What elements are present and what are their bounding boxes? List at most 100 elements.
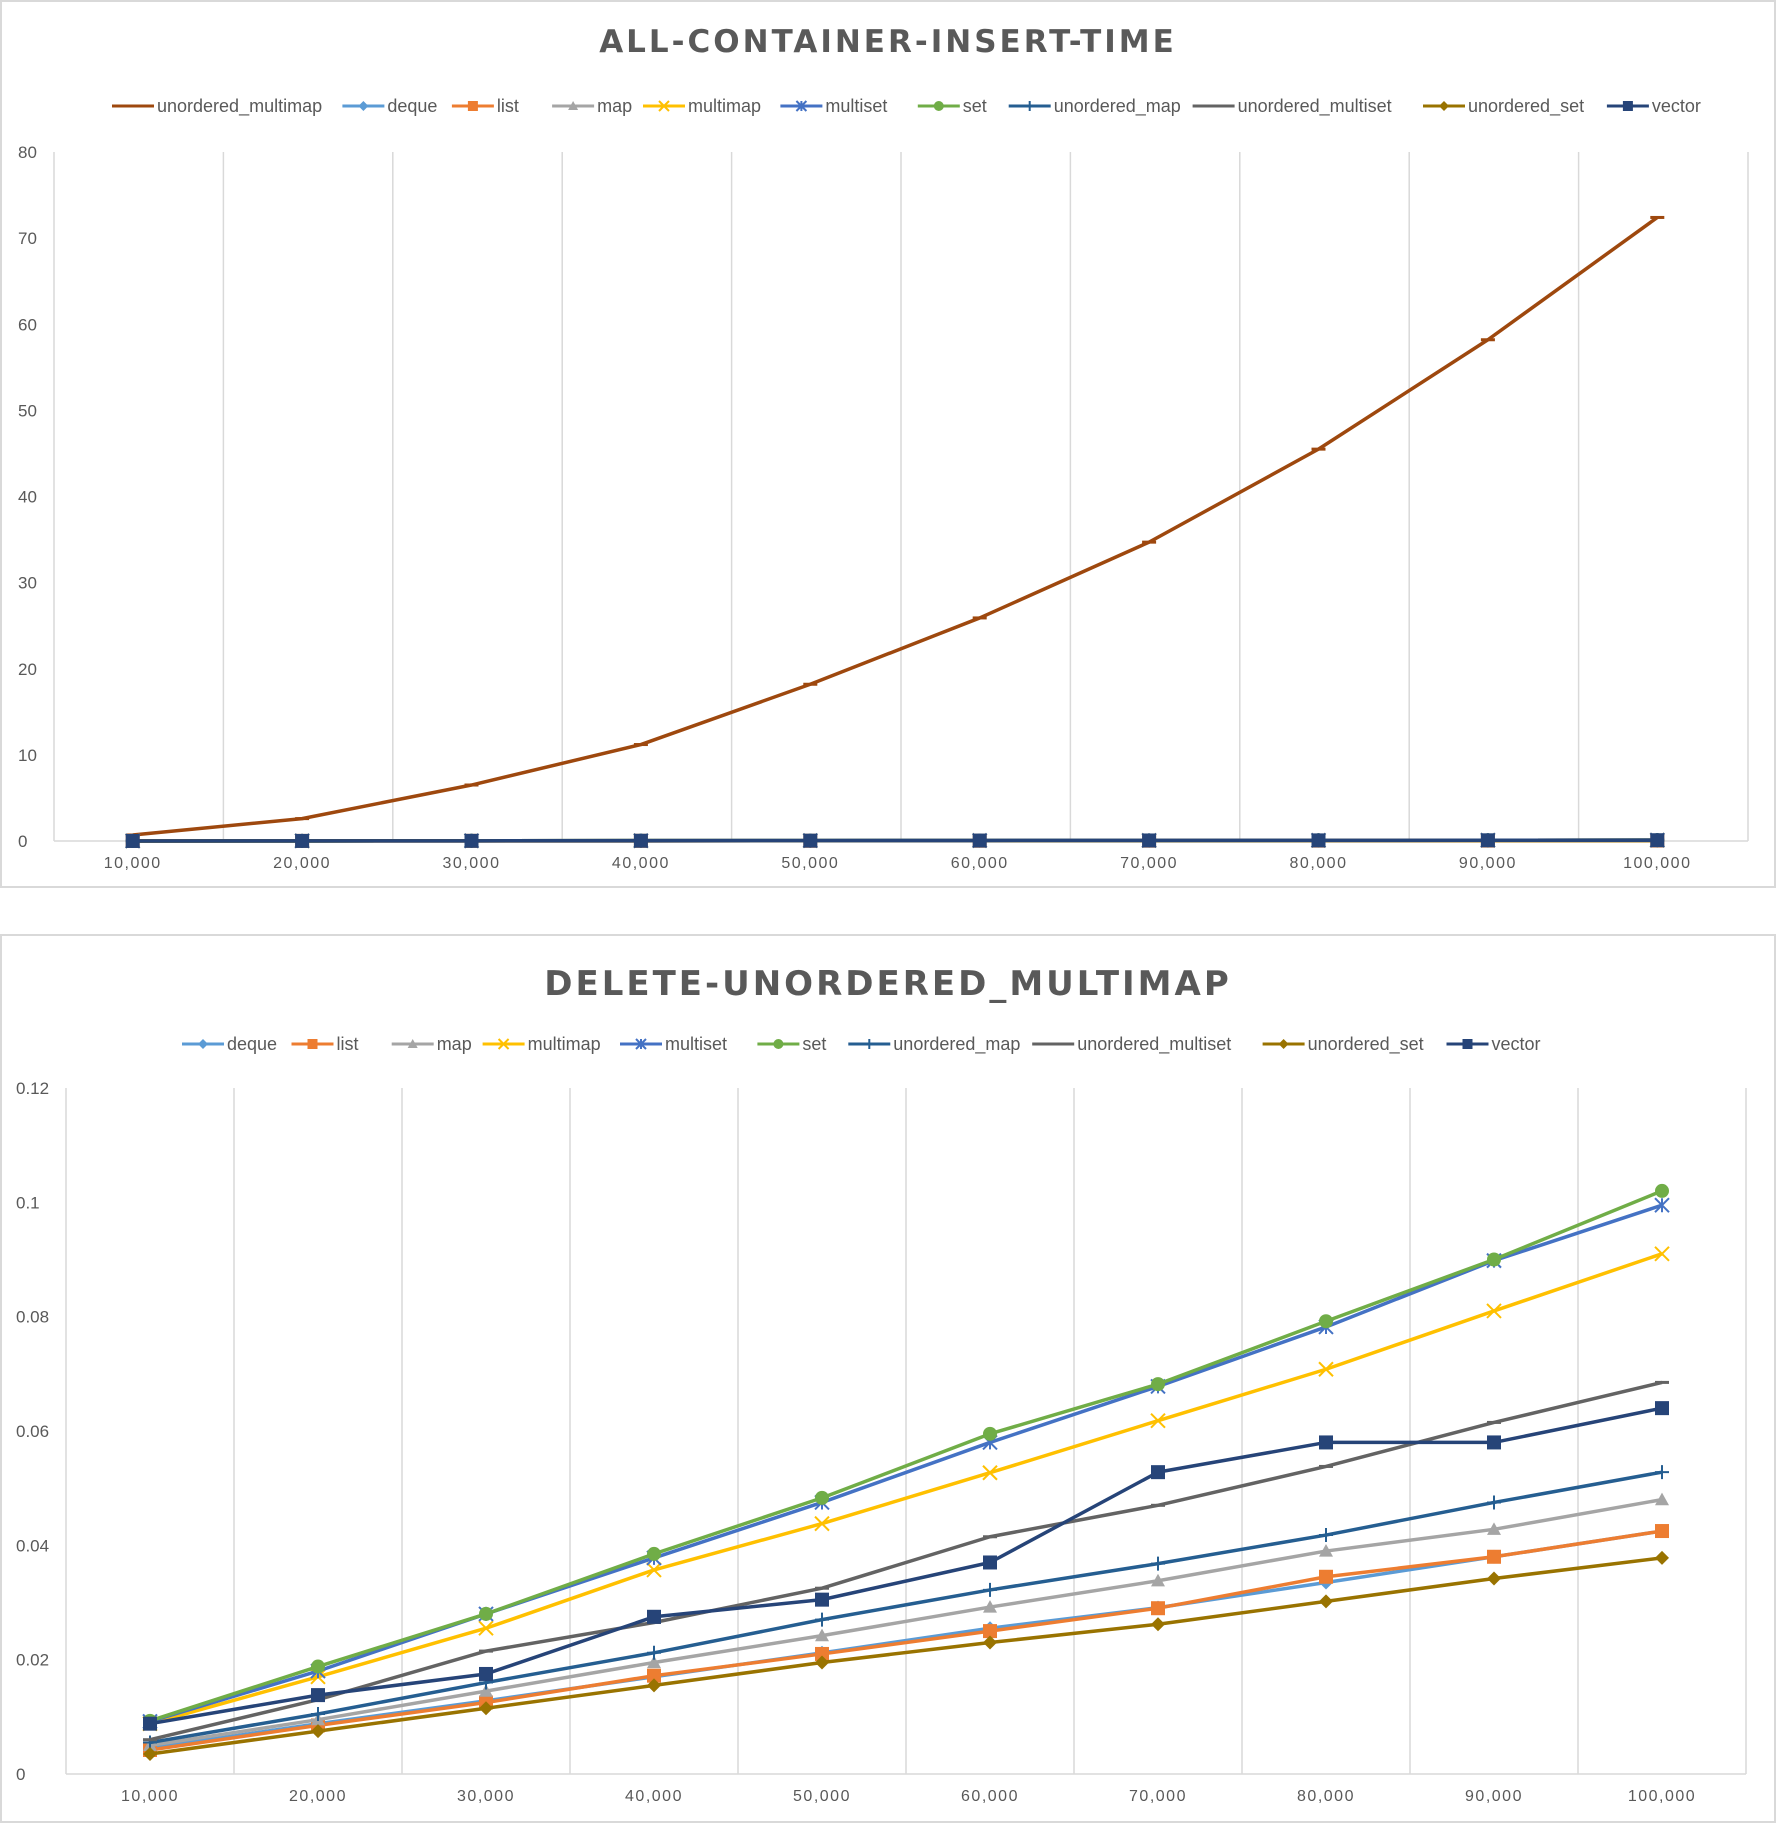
data-point xyxy=(479,1607,493,1621)
data-point xyxy=(1151,1601,1165,1615)
data-point xyxy=(1655,1184,1669,1198)
legend-label: unordered_multimap xyxy=(157,96,322,117)
data-point xyxy=(143,1738,157,1741)
y-tick-label: 10 xyxy=(18,746,37,765)
x-tick-label: 20,000 xyxy=(273,855,331,872)
y-tick-label: 30 xyxy=(18,574,37,593)
data-point xyxy=(1142,541,1156,544)
data-point xyxy=(1487,1550,1501,1564)
x-tick-label: 80,000 xyxy=(1297,1788,1355,1805)
x-tick-label: 10,000 xyxy=(121,1788,179,1805)
data-point xyxy=(479,1667,493,1681)
legend-item-multimap: multimap xyxy=(643,96,761,116)
legend-marker xyxy=(1048,1043,1058,1046)
legend-item-multiset: multiset xyxy=(780,96,887,116)
data-point xyxy=(311,1688,325,1702)
data-point xyxy=(126,834,140,848)
legend-item-deque: deque xyxy=(342,96,437,116)
y-tick-label: 0 xyxy=(16,1765,25,1784)
legend-item-vector: vector xyxy=(1607,96,1701,116)
data-point xyxy=(1655,1465,1669,1479)
legend-marker xyxy=(1439,101,1449,111)
data-point xyxy=(1142,833,1156,847)
x-tick-label: 20,000 xyxy=(289,1788,347,1805)
y-tick-label: 50 xyxy=(18,401,37,420)
legend-item-map: map xyxy=(392,1034,472,1054)
series-line xyxy=(133,217,1658,835)
data-point xyxy=(647,1547,661,1561)
data-point xyxy=(1655,1381,1669,1384)
data-point xyxy=(1481,338,1495,341)
chart-panel-insert: ALL-CONTAINER-INSERT-TIME unordered_mult… xyxy=(0,0,1776,888)
data-point xyxy=(465,834,479,848)
data-point xyxy=(1650,216,1664,219)
data-point xyxy=(479,1650,493,1653)
legend-item-unordered-multiset: unordered_multiset xyxy=(1193,96,1392,117)
data-point xyxy=(815,1491,829,1505)
y-tick-label: 40 xyxy=(18,488,37,507)
x-tick-label: 50,000 xyxy=(793,1788,851,1805)
data-point xyxy=(647,1646,661,1660)
legend-item-multiset: multiset xyxy=(620,1034,727,1054)
data-point xyxy=(983,1427,997,1441)
data-point xyxy=(1151,1465,1165,1479)
y-tick-label: 60 xyxy=(18,315,37,334)
data-point xyxy=(295,817,309,820)
data-point xyxy=(1487,1571,1501,1585)
legend-label: deque xyxy=(387,96,437,116)
y-tick-label: 0.12 xyxy=(16,1079,49,1098)
data-point xyxy=(295,834,309,848)
y-tick-label: 20 xyxy=(18,660,37,679)
legend: unordered_multimap deque list map multimap mu… xyxy=(112,96,1701,117)
data-point xyxy=(1487,1421,1501,1424)
series-unordered-multimap xyxy=(126,216,1665,837)
legend-label: unordered_map xyxy=(893,1034,1020,1055)
legend-marker xyxy=(128,105,138,108)
data-point xyxy=(1319,1465,1333,1468)
data-point xyxy=(1487,1495,1501,1509)
data-point xyxy=(973,834,987,848)
x-tick-label: 30,000 xyxy=(457,1788,515,1805)
legend-item-unordered-multimap: unordered_multimap xyxy=(112,96,322,117)
data-point xyxy=(1481,833,1495,847)
x-tick-label: 70,000 xyxy=(1129,1788,1187,1805)
legend-item-vector: vector xyxy=(1447,1034,1541,1054)
data-point xyxy=(311,1660,325,1674)
chart-insert-time: unordered_multimap deque list map multimap mu… xyxy=(2,2,1776,890)
legend-label: set xyxy=(802,1034,826,1054)
legend-label: list xyxy=(497,96,519,116)
data-point xyxy=(983,1535,997,1538)
data-point xyxy=(465,784,479,787)
x-tick-label: 80,000 xyxy=(1290,855,1348,872)
x-tick-label: 50,000 xyxy=(781,855,839,872)
legend-marker xyxy=(308,1039,318,1049)
data-point xyxy=(983,1555,997,1569)
legend-marker xyxy=(773,1039,783,1049)
legend-item-list: list xyxy=(292,1034,359,1054)
y-tick-labels: 00.020.040.060.080.10.12 xyxy=(16,1079,49,1784)
series-line xyxy=(133,840,1658,841)
data-point xyxy=(1319,1528,1333,1542)
y-tick-label: 0.04 xyxy=(16,1536,49,1555)
legend-label: map xyxy=(597,96,632,116)
data-point xyxy=(1151,1557,1165,1571)
legend-item-multimap: multimap xyxy=(483,1034,601,1054)
data-point xyxy=(815,1587,829,1590)
legend-marker xyxy=(1623,101,1633,111)
legend-marker xyxy=(198,1039,208,1049)
x-tick-label: 70,000 xyxy=(1120,855,1178,872)
x-tick-label: 60,000 xyxy=(951,855,1009,872)
y-tick-label: 80 xyxy=(18,143,37,162)
data-point xyxy=(1319,1435,1333,1449)
data-point xyxy=(1487,1253,1501,1267)
data-point xyxy=(1312,833,1326,847)
legend-marker xyxy=(1209,105,1219,108)
x-tick-label: 100,000 xyxy=(1628,1788,1696,1805)
legend-label: unordered_multiset xyxy=(1077,1034,1231,1055)
legend-marker xyxy=(1463,1039,1473,1049)
data-point xyxy=(1650,833,1664,847)
legend-item-list: list xyxy=(452,96,519,116)
